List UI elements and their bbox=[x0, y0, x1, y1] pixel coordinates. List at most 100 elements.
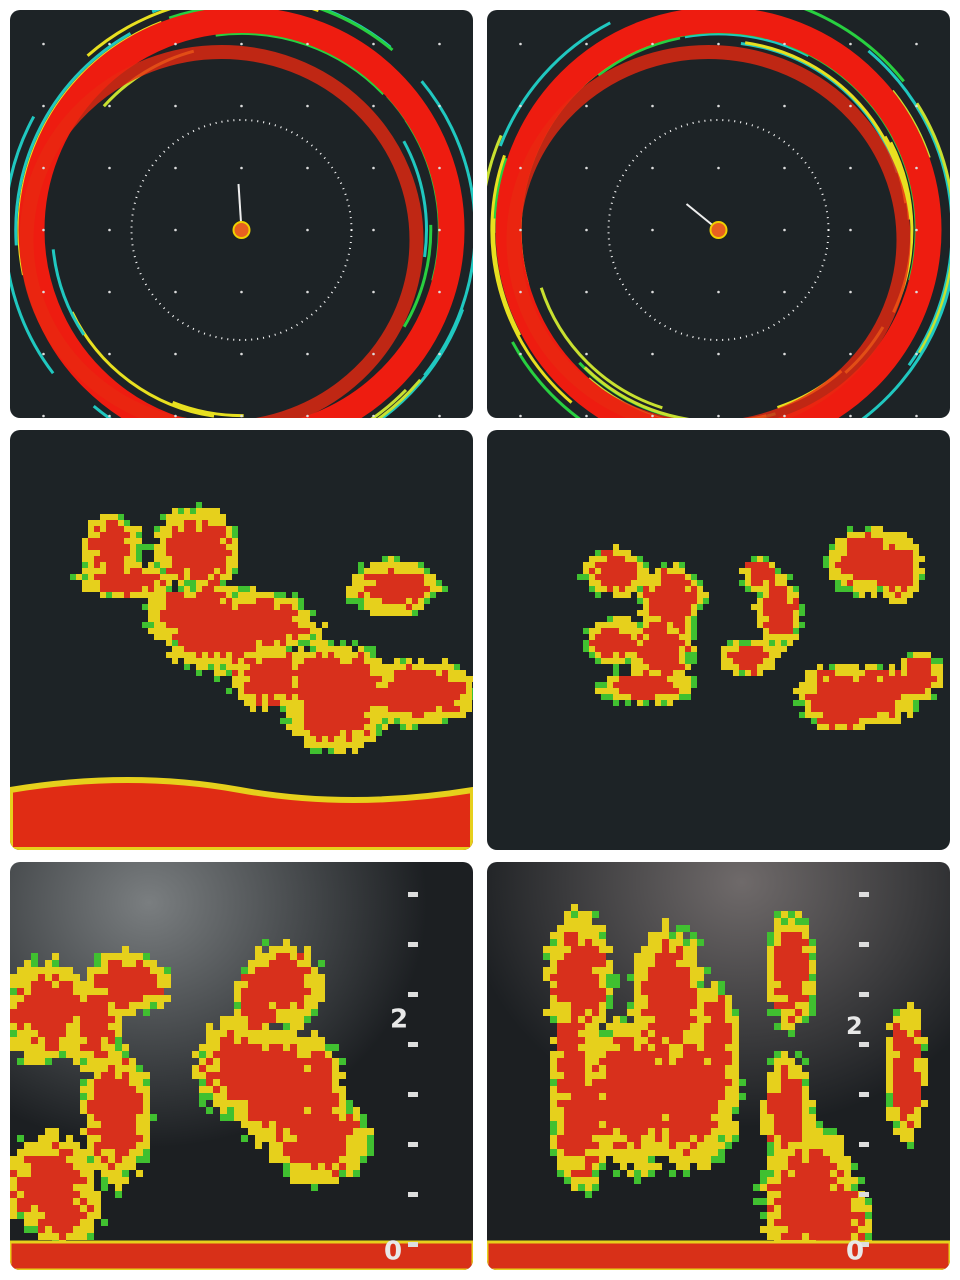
echo-cell bbox=[711, 1114, 718, 1121]
echo-cell bbox=[667, 616, 673, 622]
echo-cell bbox=[631, 652, 637, 658]
echo-cell bbox=[641, 1016, 648, 1023]
echo-cell bbox=[466, 676, 472, 682]
echo-cell bbox=[418, 604, 424, 610]
echo-cell bbox=[358, 580, 364, 586]
echo-cell bbox=[339, 1114, 346, 1121]
echo-cell bbox=[829, 562, 835, 568]
echo-cell bbox=[613, 1135, 620, 1142]
echo-cell bbox=[274, 670, 280, 676]
echo-cell bbox=[208, 604, 214, 610]
echo-cell bbox=[697, 1149, 704, 1156]
grid-dot bbox=[372, 104, 375, 108]
echo-cell bbox=[853, 688, 859, 694]
echo-cell bbox=[774, 911, 781, 918]
echo-cell bbox=[648, 1016, 655, 1023]
echo-cell bbox=[262, 676, 268, 682]
echo-cell bbox=[788, 1023, 795, 1030]
echo-cell bbox=[914, 1107, 921, 1114]
echo-cell bbox=[157, 988, 164, 995]
echo-cell bbox=[721, 652, 727, 658]
echo-cell bbox=[619, 616, 625, 622]
echo-cell bbox=[262, 1114, 269, 1121]
echo-cell bbox=[661, 562, 667, 568]
echo-cell bbox=[711, 1023, 718, 1030]
echo-cell bbox=[143, 1079, 150, 1086]
echo-cell bbox=[893, 1023, 900, 1030]
echo-cell bbox=[649, 598, 655, 604]
echo-cell bbox=[823, 1226, 830, 1233]
echo-cell bbox=[662, 1093, 669, 1100]
echo-cell bbox=[704, 1051, 711, 1058]
echo-cell bbox=[718, 1142, 725, 1149]
echo-cell bbox=[290, 1107, 297, 1114]
echo-cell bbox=[184, 520, 190, 526]
echo-cell bbox=[802, 974, 809, 981]
echo-cell bbox=[585, 1149, 592, 1156]
echo-cell bbox=[835, 706, 841, 712]
echo-cell bbox=[274, 598, 280, 604]
echo-cell bbox=[143, 1072, 150, 1079]
echo-cell bbox=[292, 724, 298, 730]
echo-cell bbox=[550, 1009, 557, 1016]
echo-cell bbox=[346, 1142, 353, 1149]
echo-cell bbox=[448, 688, 454, 694]
echo-cell bbox=[316, 652, 322, 658]
echo-cell bbox=[816, 1149, 823, 1156]
echo-cell bbox=[310, 610, 316, 616]
echo-cell bbox=[648, 1121, 655, 1128]
echo-cell bbox=[607, 568, 613, 574]
echo-cell bbox=[238, 670, 244, 676]
echo-cell bbox=[853, 532, 859, 538]
echo-cell bbox=[606, 1128, 613, 1135]
echo-cell bbox=[290, 1030, 297, 1037]
echo-cell bbox=[763, 628, 769, 634]
echo-cell bbox=[925, 652, 931, 658]
grid-dot bbox=[306, 228, 309, 232]
echo-cell bbox=[280, 610, 286, 616]
echo-cell bbox=[220, 544, 226, 550]
echo-cell bbox=[122, 1072, 129, 1079]
echo-cell bbox=[697, 1121, 704, 1128]
echo-cell bbox=[901, 556, 907, 562]
echo-cell bbox=[841, 670, 847, 676]
echo-cell bbox=[334, 712, 340, 718]
echo-cell bbox=[220, 574, 226, 580]
echo-cell bbox=[781, 946, 788, 953]
echo-cell bbox=[178, 616, 184, 622]
echo-cell bbox=[751, 562, 757, 568]
echo-cell bbox=[697, 1030, 704, 1037]
echo-cell bbox=[886, 1037, 893, 1044]
echo-cell bbox=[24, 1191, 31, 1198]
echo-cell bbox=[262, 610, 268, 616]
echo-cell bbox=[835, 562, 841, 568]
echo-cell bbox=[907, 550, 913, 556]
echo-cell bbox=[774, 925, 781, 932]
echo-cell bbox=[206, 1086, 213, 1093]
echo-cell bbox=[382, 556, 388, 562]
echo-cell bbox=[412, 700, 418, 706]
echo-cell bbox=[87, 988, 94, 995]
echo-cell bbox=[100, 568, 106, 574]
echo-cell bbox=[322, 730, 328, 736]
echo-cell bbox=[31, 1212, 38, 1219]
echo-cell bbox=[669, 1058, 676, 1065]
echo-cell bbox=[280, 598, 286, 604]
echo-cell bbox=[130, 586, 136, 592]
echo-cell bbox=[304, 616, 310, 622]
echo-cell bbox=[781, 646, 787, 652]
echo-cell bbox=[925, 694, 931, 700]
echo-cell bbox=[606, 974, 613, 981]
echo-cell bbox=[704, 1023, 711, 1030]
echo-cell bbox=[59, 1177, 66, 1184]
echo-cell bbox=[921, 1044, 928, 1051]
echo-cell bbox=[823, 724, 829, 730]
echo-arc bbox=[402, 224, 433, 328]
echo-cell bbox=[589, 574, 595, 580]
echo-cell bbox=[448, 694, 454, 700]
echo-cell bbox=[725, 995, 732, 1002]
echo-cell bbox=[166, 610, 172, 616]
echo-cell bbox=[352, 706, 358, 712]
echo-cell bbox=[59, 1030, 66, 1037]
echo-cell bbox=[340, 670, 346, 676]
